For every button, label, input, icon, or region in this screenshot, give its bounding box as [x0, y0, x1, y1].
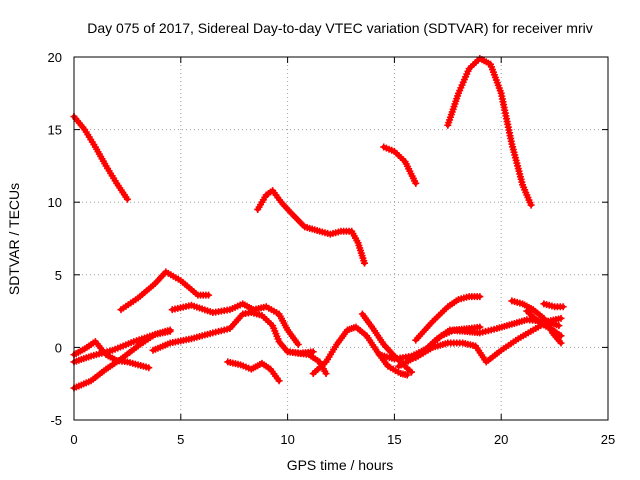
x-axis-label: GPS time / hours [287, 457, 394, 473]
chart-title: Day 075 of 2017, Sidereal Day-to-day VTE… [87, 20, 592, 36]
series-s02 [254, 187, 368, 267]
x-tick-label: 15 [387, 432, 401, 447]
series-s04 [444, 54, 535, 209]
axis-tick-labels: 0 5 10 15 20 25 -5 0 5 10 15 20 [48, 50, 616, 447]
x-tick-label: 20 [494, 432, 508, 447]
series-s13 [309, 323, 411, 379]
series-s11 [224, 358, 283, 385]
x-tick-label: 25 [601, 432, 615, 447]
x-tick-label: 0 [70, 432, 77, 447]
series-points [412, 293, 484, 344]
x-tick-label: 5 [177, 432, 184, 447]
series-points [254, 187, 368, 267]
x-tick-label: 10 [280, 432, 294, 447]
y-tick-label: 20 [48, 50, 62, 65]
series-s06 [168, 300, 302, 348]
series-s05 [117, 268, 213, 314]
series-layer [70, 54, 567, 392]
series-s20 [523, 307, 565, 340]
series-points [444, 54, 535, 209]
y-tick-label: -5 [50, 413, 62, 428]
y-axis-label: SDTVAR / TECUs [6, 183, 22, 295]
series-points [523, 307, 565, 340]
series-points [117, 268, 213, 314]
y-tick-label: 0 [55, 340, 62, 355]
series-points [224, 358, 283, 385]
series-points [168, 300, 302, 348]
series-s18 [412, 293, 484, 344]
series-s21 [540, 300, 567, 311]
series-s03 [380, 143, 420, 187]
series-points [380, 143, 420, 187]
series-points [309, 323, 411, 379]
axis-ticks [73, 56, 609, 421]
y-tick-label: 15 [48, 123, 62, 138]
series-points [540, 300, 567, 311]
y-tick-label: 10 [48, 195, 62, 210]
y-tick-label: 5 [55, 268, 62, 283]
plot-frame [73, 56, 609, 421]
